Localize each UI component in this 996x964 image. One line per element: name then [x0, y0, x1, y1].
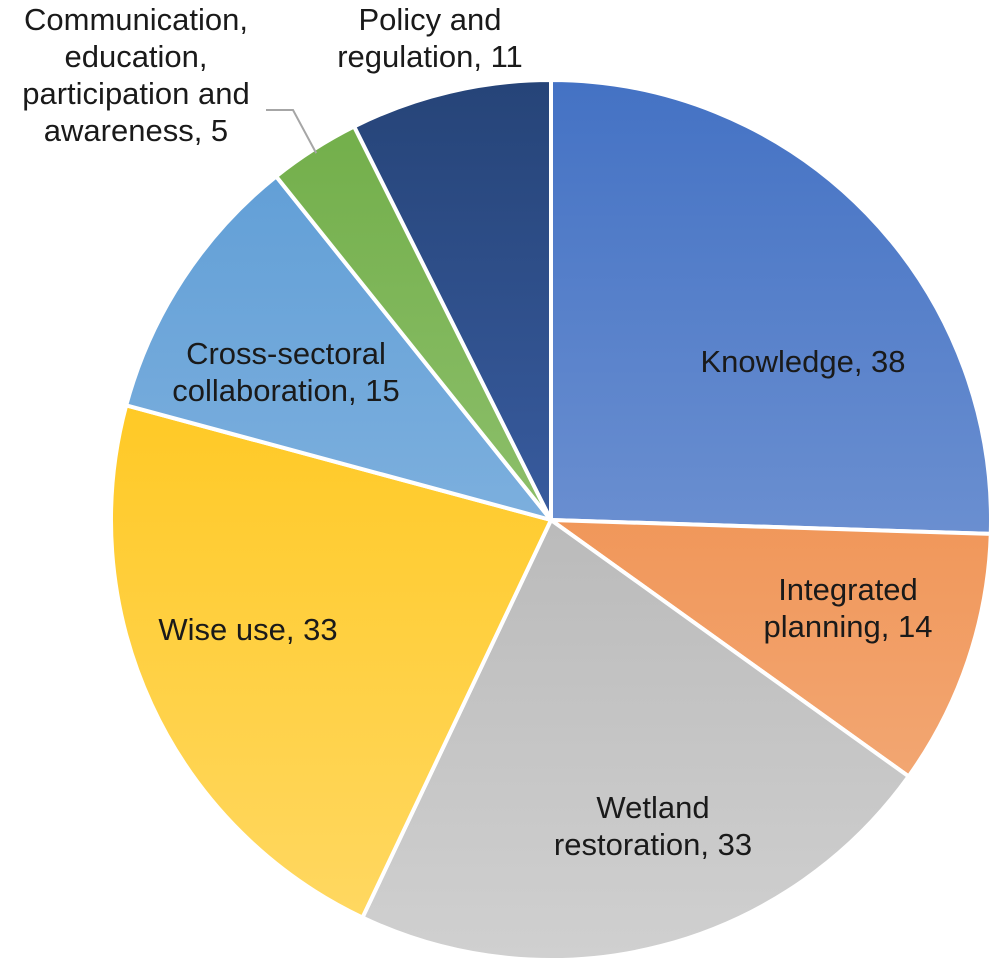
- data-label-line: education,: [64, 39, 207, 74]
- pie-slice-integrated-planning: [549, 518, 993, 779]
- pie-slice-policy-and-regulation: [352, 78, 553, 522]
- pie-slices: [109, 78, 993, 962]
- data-label-line: participation and: [22, 76, 250, 111]
- data-label-line: Knowledge, 38: [700, 344, 905, 379]
- pie-slice-wise-use: [109, 403, 553, 920]
- data-label-line: awareness, 5: [44, 113, 228, 148]
- pie-slice-knowledge: [549, 78, 993, 536]
- data-label-line: Integrated: [778, 572, 918, 607]
- data-label-line: regulation, 11: [337, 39, 523, 74]
- data-labels: Knowledge, 38 Integrated planning, 14 Wetla…: [22, 2, 932, 862]
- leader-lines: [266, 109, 318, 154]
- data-label-line: Wise use, 33: [158, 612, 337, 647]
- data-label-line: planning, 14: [764, 609, 933, 644]
- data-label-line: collaboration, 15: [172, 373, 400, 408]
- pie-slice-cross-sectoral-collaboration: [124, 174, 553, 522]
- data-label-communication-education-participation-and-awareness: Communication, education, participation an…: [22, 2, 250, 148]
- data-label-wetland-restoration: Wetland restoration, 33: [554, 790, 752, 862]
- data-label-line: restoration, 33: [554, 827, 752, 862]
- data-label-line: Wetland: [596, 790, 709, 825]
- data-label-line: Policy and: [358, 2, 501, 37]
- data-label-cross-sectoral-collaboration: Cross-sectoral collaboration, 15: [172, 336, 400, 408]
- data-label-line: Cross-sectoral: [186, 336, 386, 371]
- data-label-line: Communication,: [24, 2, 248, 37]
- leader-line-communication: [266, 109, 318, 154]
- data-label-knowledge: Knowledge, 38: [700, 344, 905, 379]
- data-label-policy-and-regulation: Policy and regulation, 11: [337, 2, 523, 74]
- data-label-integrated-planning: Integrated planning, 14: [764, 572, 933, 644]
- data-label-wise-use: Wise use, 33: [158, 612, 337, 647]
